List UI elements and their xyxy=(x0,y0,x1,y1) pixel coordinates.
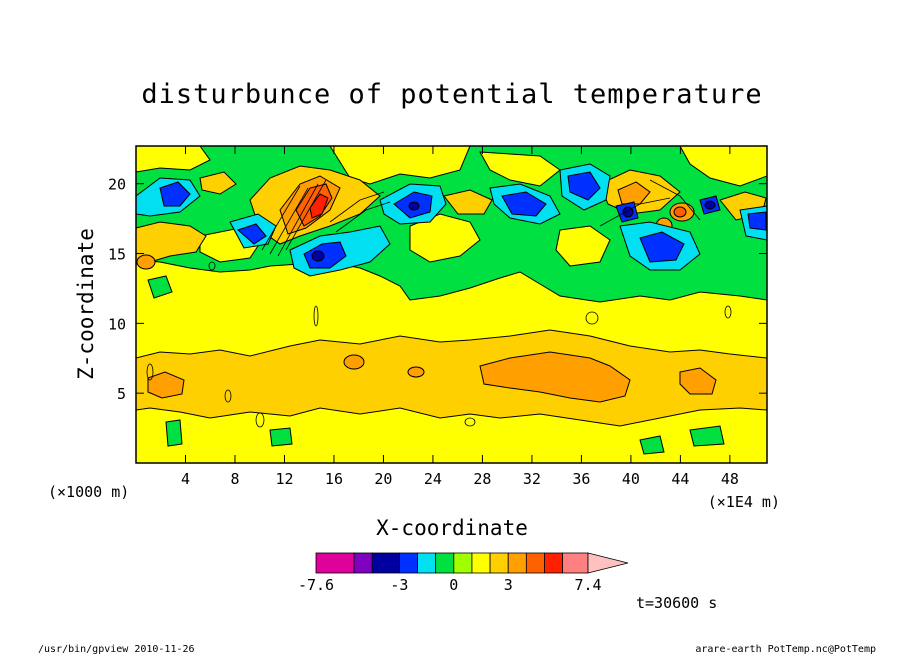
colorbar-bin-5 xyxy=(435,552,455,574)
colorbar-label-4: 7.4 xyxy=(574,576,601,594)
footer-right: arare-earth_PotTemp.nc@PotTemp xyxy=(695,644,876,654)
plot-area xyxy=(136,146,767,463)
orange-patch-mid xyxy=(443,189,493,215)
noise-contours xyxy=(146,261,732,428)
warm-layer xyxy=(136,329,767,427)
colorbar-bin-12 xyxy=(562,552,589,574)
blue-region-7 xyxy=(237,223,267,245)
yellow-patch-mid xyxy=(409,213,481,263)
x-tick-label-8: 36 xyxy=(572,470,590,488)
colorbar-bin-0 xyxy=(315,552,355,574)
colorbar-label-1: -3 xyxy=(390,576,408,594)
x-tick-label-4: 20 xyxy=(374,470,392,488)
colorbar-bin-9 xyxy=(507,552,527,574)
x-tick-label-2: 12 xyxy=(275,470,293,488)
colorbar-bin-7 xyxy=(471,552,491,574)
colorbar-bin-2 xyxy=(371,552,400,574)
warm-core xyxy=(479,351,631,403)
blue-region-6 xyxy=(639,231,685,263)
warm-spot xyxy=(343,354,365,370)
x-axis: 4 8 12 16 20 24 28 32 36 40 44 48 xyxy=(181,146,739,488)
colorbar-label-0: -7.6 xyxy=(298,576,334,594)
x-scale-note: (×1E4 m) xyxy=(708,493,780,511)
colorbar-bin-11 xyxy=(544,552,564,574)
warm-core-3 xyxy=(679,367,717,395)
colorbar-bin-4 xyxy=(417,552,437,574)
plot-frame xyxy=(135,145,768,464)
dark-blue-core-3 xyxy=(704,200,716,210)
x-tick-label-9: 40 xyxy=(622,470,640,488)
colorbar-label-3: 3 xyxy=(504,576,513,594)
wave-contours xyxy=(261,179,701,257)
green-patch-bottom-2 xyxy=(269,427,293,447)
blue-region-5 xyxy=(567,171,601,201)
y-axis-label: Z-coordinate xyxy=(74,228,98,380)
yellow-patch-top xyxy=(136,146,211,173)
dark-blue-core-4 xyxy=(408,201,420,211)
colorbar-labels: -7.6 -3 0 3 7.4 xyxy=(298,576,602,594)
x-tick-label-6: 28 xyxy=(473,470,491,488)
x-tick-label-0: 4 xyxy=(181,470,190,488)
y-tick-label-1: 10 xyxy=(108,315,126,333)
chart-title: disturbunce of potential temperature xyxy=(141,79,762,110)
colorbar-bin-3 xyxy=(399,552,418,574)
dark-blue-core xyxy=(311,250,325,262)
colorbar-bin-10 xyxy=(525,552,545,574)
y-scale-note: (×1000 m) xyxy=(48,483,129,501)
orange-deep-5 xyxy=(136,254,156,270)
x-tick-label-1: 8 xyxy=(230,470,239,488)
green-patch xyxy=(147,275,173,299)
orange-deep-2 xyxy=(617,181,651,205)
y-axis: 5 10 15 20 xyxy=(108,176,767,403)
green-patch-bottom-3 xyxy=(689,425,725,447)
colorbar-extend-tip xyxy=(587,552,629,574)
colorbar-bin-1 xyxy=(353,552,373,574)
yellow-patch-top-4 xyxy=(679,146,767,187)
x-tick-label-11: 48 xyxy=(721,470,739,488)
colorbar-bin-6 xyxy=(453,552,473,574)
colorbar xyxy=(315,552,629,574)
x-tick-label-3: 16 xyxy=(325,470,343,488)
warm-core-2 xyxy=(147,371,185,399)
x-tick-label-5: 24 xyxy=(424,470,442,488)
yellow-patch-top-3 xyxy=(479,151,561,187)
red-core-2 xyxy=(673,206,687,218)
blue-region-4 xyxy=(501,191,547,217)
blue-region-10 xyxy=(747,211,767,231)
y-tick-label-0: 5 xyxy=(117,385,126,403)
yellow-patch-mid-2 xyxy=(555,225,611,267)
x-tick-label-10: 44 xyxy=(671,470,689,488)
green-patch-bottom-4 xyxy=(639,435,665,455)
blue-region-2 xyxy=(303,241,347,269)
green-patch-bottom xyxy=(165,419,183,447)
x-axis-label: X-coordinate xyxy=(376,516,528,540)
y-tick-label-3: 20 xyxy=(108,176,126,194)
colorbar-label-2: 0 xyxy=(449,576,458,594)
blue-region xyxy=(159,181,191,207)
footer-left: /usr/bin/gpview 2010-11-26 xyxy=(38,644,195,654)
warm-spot-2 xyxy=(407,366,425,378)
orange-patch-small xyxy=(199,171,237,195)
colorbar-bin-8 xyxy=(489,552,509,574)
red-core-inner xyxy=(309,193,329,219)
time-annotation: t=30600 s xyxy=(636,594,717,612)
y-tick-label-2: 15 xyxy=(108,246,126,264)
x-tick-label-7: 32 xyxy=(523,470,541,488)
